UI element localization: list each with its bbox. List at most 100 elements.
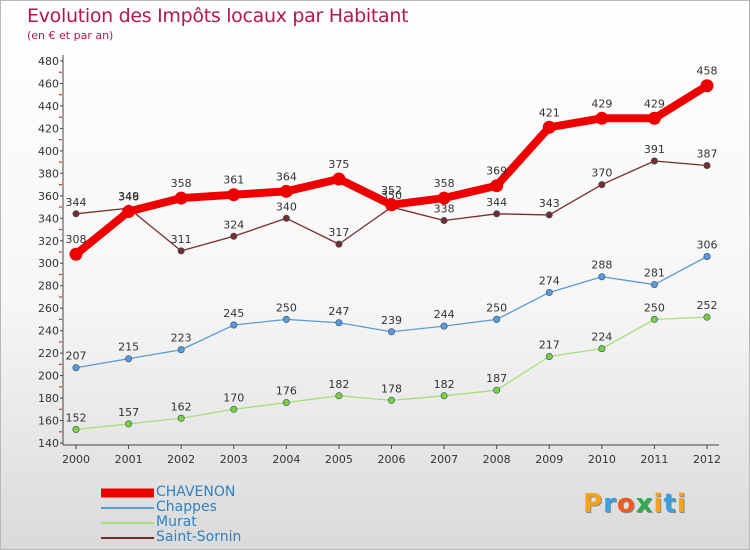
- data-point-chavenon: [647, 111, 661, 125]
- data-label-saint-sornin: 338: [434, 203, 455, 216]
- legend-label-murat: Murat: [156, 514, 197, 530]
- x-tick-label: 2007: [430, 453, 458, 466]
- data-point-murat: [545, 352, 553, 360]
- data-point-murat: [650, 315, 658, 323]
- y-tick-label: 400: [38, 145, 59, 158]
- data-label-chappes: 250: [486, 301, 507, 314]
- y-tick-label: 300: [38, 257, 59, 270]
- data-label-chavenon: 346: [118, 191, 139, 204]
- y-tick-label: 160: [38, 415, 59, 428]
- data-label-murat: 162: [171, 400, 192, 413]
- data-point-chavenon: [437, 191, 451, 205]
- data-label-murat: 187: [486, 372, 507, 385]
- data-label-murat: 157: [118, 406, 139, 419]
- y-tick-label: 240: [38, 325, 59, 338]
- y-tick-label: 320: [38, 235, 59, 248]
- data-label-murat: 176: [276, 385, 297, 398]
- data-label-chavenon: 458: [697, 65, 718, 78]
- data-label-chappes: 244: [434, 308, 455, 321]
- data-label-chappes: 288: [591, 259, 612, 272]
- data-label-murat: 250: [644, 301, 665, 314]
- y-tick-label: 280: [38, 280, 59, 293]
- y-tick-label: 340: [38, 212, 59, 225]
- data-label-saint-sornin: 317: [328, 226, 349, 239]
- y-tick-label: 180: [38, 392, 59, 405]
- data-point-murat: [598, 345, 606, 353]
- data-point-chappes: [282, 315, 290, 323]
- data-label-chavenon: 361: [223, 174, 244, 187]
- x-tick-label: 2010: [588, 453, 616, 466]
- legend-label-chappes: Chappes: [156, 499, 217, 515]
- data-point-murat: [230, 405, 238, 413]
- y-tick-label: 380: [38, 167, 59, 180]
- logo-letter: x: [635, 489, 654, 519]
- data-point-chappes: [650, 281, 658, 289]
- data-label-chappes: 207: [66, 350, 87, 363]
- legend-label-chavenon: CHAVENON: [156, 484, 236, 500]
- data-label-murat: 217: [539, 338, 560, 351]
- y-tick-label: 440: [38, 100, 59, 113]
- data-label-murat: 178: [381, 382, 402, 395]
- data-label-saint-sornin: 340: [276, 200, 297, 213]
- data-point-murat: [177, 414, 185, 422]
- data-point-chavenon: [122, 205, 136, 219]
- data-point-murat: [125, 420, 133, 428]
- y-tick-label: 360: [38, 190, 59, 203]
- data-label-murat: 170: [223, 391, 244, 404]
- data-point-chappes: [72, 364, 80, 372]
- chart-subtitle: (en € et par an): [27, 29, 114, 42]
- data-label-murat: 224: [591, 331, 612, 344]
- data-label-chavenon: 352: [381, 184, 402, 197]
- data-label-murat: 152: [66, 412, 87, 425]
- legend-label-saint-sornin: Saint-Sornin: [156, 529, 242, 545]
- data-label-chavenon: 369: [486, 165, 507, 178]
- data-point-chappes: [545, 288, 553, 296]
- data-point-saint-sornin: [282, 214, 290, 222]
- data-label-saint-sornin: 311: [171, 233, 192, 246]
- x-tick-label: 2006: [378, 453, 406, 466]
- data-point-saint-sornin: [230, 232, 238, 240]
- y-tick-label: 480: [38, 55, 59, 68]
- proxiti-logo: Proxiti: [583, 489, 687, 519]
- legend-swatch-saint-sornin: [101, 536, 154, 539]
- logo-letter: r: [603, 489, 617, 519]
- data-label-chappes: 274: [539, 274, 560, 287]
- data-label-saint-sornin: 391: [644, 143, 665, 156]
- data-point-chappes: [177, 346, 185, 354]
- data-point-saint-sornin: [440, 217, 448, 225]
- x-tick-label: 2012: [693, 453, 721, 466]
- x-tick-label: 2011: [640, 453, 668, 466]
- data-label-chappes: 239: [381, 314, 402, 327]
- data-label-chavenon: 429: [644, 97, 665, 110]
- data-point-murat: [493, 386, 501, 394]
- data-point-chavenon: [227, 188, 241, 202]
- data-point-saint-sornin: [177, 247, 185, 255]
- data-label-chappes: 245: [223, 307, 244, 320]
- data-label-saint-sornin: 343: [539, 197, 560, 210]
- data-label-saint-sornin: 349: [118, 190, 139, 203]
- data-label-saint-sornin: 344: [66, 196, 87, 209]
- x-tick-label: 2003: [220, 453, 248, 466]
- data-label-chavenon: 429: [591, 97, 612, 110]
- data-point-chappes: [440, 322, 448, 330]
- data-label-saint-sornin: 324: [223, 218, 244, 231]
- y-tick-label: 260: [38, 302, 59, 315]
- data-label-murat: 252: [697, 299, 718, 312]
- data-point-chavenon: [385, 198, 398, 212]
- logo-letter: i: [653, 489, 664, 519]
- data-label-chavenon: 375: [328, 158, 349, 171]
- x-tick-label: 2005: [325, 453, 353, 466]
- data-point-murat: [282, 399, 290, 407]
- data-point-chavenon: [700, 79, 714, 93]
- data-point-chavenon: [332, 172, 346, 186]
- data-label-chavenon: 358: [171, 177, 192, 190]
- series-line-chappes: [75, 255, 708, 369]
- data-point-chavenon: [174, 191, 188, 205]
- data-point-chavenon: [279, 184, 293, 198]
- logo-letter: o: [616, 489, 636, 519]
- data-point-saint-sornin: [703, 161, 711, 169]
- data-label-saint-sornin: 370: [591, 167, 612, 180]
- data-label-chappes: 250: [276, 301, 297, 314]
- legend-swatch-chappes: [101, 506, 154, 509]
- data-point-chappes: [387, 328, 395, 336]
